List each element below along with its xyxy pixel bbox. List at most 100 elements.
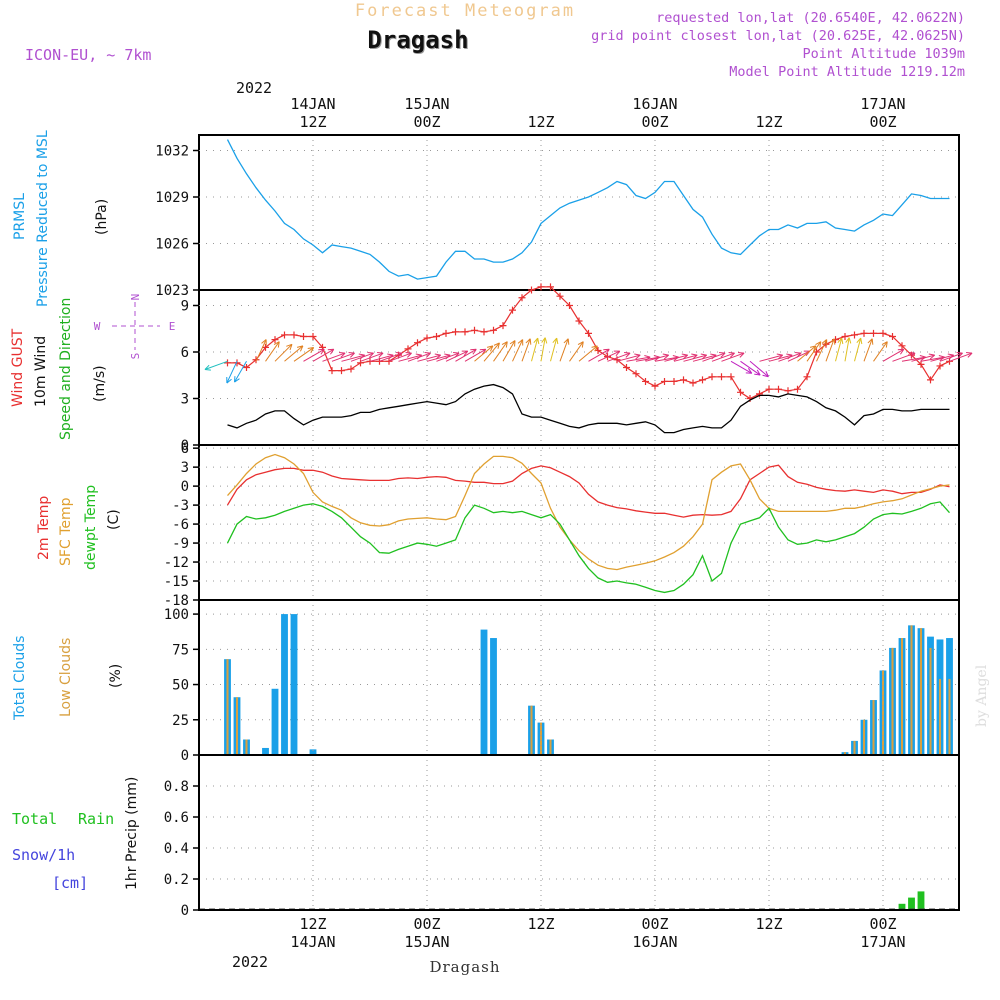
rain-bar <box>898 903 906 910</box>
bottom-hour-label: 12Z <box>755 915 782 933</box>
low-cloud-bar <box>910 625 913 755</box>
wind-ytick-label: 3 <box>181 392 189 408</box>
temp-unit-label: (C) <box>106 509 122 530</box>
wind-dir-arrow <box>204 360 228 370</box>
gust-marker <box>509 306 516 314</box>
wind-ytick-label: 9 <box>181 299 189 315</box>
wind-dir-arrow <box>426 354 451 362</box>
top-year-label: 2022 <box>236 79 272 97</box>
credit-label: by Angel <box>974 664 990 727</box>
top-date-label: 15JAN <box>404 95 449 113</box>
low-cloud-bar <box>853 740 856 755</box>
dewpt-line <box>226 501 950 594</box>
wind-unit-label: (m/s) <box>92 365 108 402</box>
low-clouds-label: Low Clouds <box>58 638 74 717</box>
pressure-unit-label: (hPa) <box>94 199 110 235</box>
gust-marker <box>651 382 659 390</box>
gust-marker <box>414 339 421 347</box>
wind-dir-arrowhead <box>829 338 836 345</box>
wind-dir-arrowhead <box>296 345 304 352</box>
wind-dir-arrowhead <box>533 337 540 345</box>
gust-marker <box>680 376 687 384</box>
top-hour-label: 12Z <box>755 113 782 131</box>
total-cloud-bar <box>480 629 488 755</box>
gust-marker <box>566 302 573 309</box>
wind-dir-arrowhead <box>339 351 346 358</box>
pressure-ytick-label: 1023 <box>155 283 189 299</box>
gust-marker <box>480 328 488 336</box>
bottom-date-label: 16JAN <box>632 933 677 951</box>
pressure-ytick-label: 1032 <box>155 144 189 160</box>
wind-panel: 9 6 3 0 <box>181 283 973 454</box>
wind-dir-arrowhead <box>307 347 315 354</box>
wind-dir-arrowhead <box>367 351 374 358</box>
low-cloud-bar <box>881 670 885 755</box>
snow-unit-label: [cm] <box>52 874 88 892</box>
gust-marker <box>575 317 583 325</box>
wind-dir-arrowhead <box>624 351 631 358</box>
compass-w-label: W <box>94 320 101 333</box>
wind-dir-arrowhead <box>745 368 753 374</box>
wind-dir-arrow <box>702 352 726 362</box>
wind-dir-arrowhead <box>318 348 325 355</box>
gust-marker <box>347 365 355 373</box>
wind-dir-arrowhead <box>479 348 487 355</box>
wind-dir-arrowhead <box>501 341 508 348</box>
gust-marker <box>499 322 507 330</box>
grid-lonlat: grid point closest lon,lat (20.625E, 42.… <box>591 28 965 44</box>
wind-dir-arrowhead <box>577 341 584 348</box>
gust-marker <box>338 367 345 375</box>
top-date-label: 17JAN <box>860 95 905 113</box>
gust-marker <box>490 326 497 334</box>
wind-dir-arrow <box>607 352 631 362</box>
wind-dir-arrow <box>512 339 524 362</box>
wind-dir-arrow <box>464 348 487 362</box>
wind-dir-arrow <box>265 341 280 362</box>
pressure-reduced-label: Pressure Reduced to MSL <box>35 130 51 307</box>
precip-ytick-label: 0.4 <box>164 841 189 857</box>
wind-dir-arrow <box>797 345 817 362</box>
wind-dir-arrowhead <box>867 338 874 345</box>
wind-frame <box>198 289 960 446</box>
wind-dir-arrow <box>455 348 477 362</box>
total-cloud-bar <box>262 747 269 755</box>
wind-dir-arrow <box>863 338 873 362</box>
top-hour-label: 12Z <box>299 113 326 131</box>
wind-dir-arrow <box>569 341 584 362</box>
precip-ytick-label: 0 <box>181 903 189 919</box>
requested-lonlat: requested lon,lat (20.6540E, 42.0622N) <box>656 10 965 26</box>
wind-dir-arrow <box>664 354 688 362</box>
wind-dir-arrowhead <box>845 337 852 344</box>
wind-dir-arrow <box>882 348 905 362</box>
wind-dir-arrow <box>445 350 468 362</box>
wind-dir-arrow <box>787 350 810 362</box>
total-cloud-bar <box>281 614 288 755</box>
bottom-location-label: Dragash <box>429 958 500 976</box>
wind-dir-arrow <box>474 345 494 362</box>
gust-marker <box>357 359 364 367</box>
wind-dir-arrow <box>493 341 508 362</box>
wind-dir-arrow <box>949 352 973 362</box>
low-cloud-bar <box>245 739 248 755</box>
precip-frame <box>198 754 960 911</box>
compass-n-label: N <box>129 294 142 301</box>
gust-marker <box>670 377 678 385</box>
wind-dir-arrow <box>417 354 441 362</box>
gust-marker <box>803 373 811 381</box>
temp-ytick-label: -15 <box>164 574 189 590</box>
wind-dir-arrow <box>502 340 516 362</box>
wind-dir-arrowhead <box>815 341 822 348</box>
gust-marker <box>841 333 849 340</box>
clouds-frame <box>198 599 960 756</box>
low-cloud-bar <box>226 659 229 755</box>
wind-dir-arrowhead <box>719 351 726 358</box>
wind-dir-arrow <box>654 356 679 362</box>
t2m-label: 2m Temp <box>36 496 52 560</box>
wind-dir-arrowhead <box>405 351 412 358</box>
gust-line <box>227 286 950 400</box>
bottom-year-label: 2022 <box>232 953 268 971</box>
wind-dir-arrowhead <box>821 339 828 346</box>
compass-s-label: S <box>129 353 142 360</box>
clouds-panel: 100 75 50 25 0 <box>164 599 960 764</box>
low-cloud-bar <box>919 628 923 755</box>
